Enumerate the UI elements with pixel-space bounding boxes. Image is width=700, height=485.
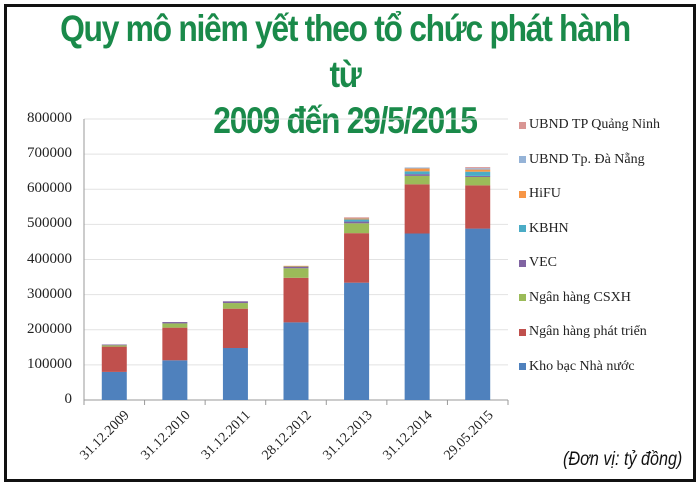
bar-segment xyxy=(222,303,248,309)
legend-swatch-icon xyxy=(519,328,526,336)
y-tick-label: 0 xyxy=(64,391,73,407)
bar-segment xyxy=(283,322,309,400)
y-tick-label: 500000 xyxy=(27,215,72,232)
y-tick-label: 300000 xyxy=(27,285,72,302)
bar-segment xyxy=(101,344,127,346)
bar-segment xyxy=(344,233,370,283)
bar-segment xyxy=(404,168,430,172)
bar-segment xyxy=(404,174,430,176)
legend-swatch-icon xyxy=(519,259,526,267)
legend-item: UBND Tp. Đà Nẵng xyxy=(519,152,645,168)
bar-stack-31.12.2013 xyxy=(344,217,370,400)
title-line-1: Quy mô niêm yết theo tổ chức phát hành t… xyxy=(60,8,631,95)
bar-segment xyxy=(465,167,491,169)
bar-segment xyxy=(283,266,309,269)
bar-segment xyxy=(101,371,127,400)
bar-segment xyxy=(465,168,491,170)
bar-stack-31.12.2014 xyxy=(404,167,430,400)
bar-segment xyxy=(465,185,491,229)
bar-stack-31.12.2011 xyxy=(222,301,248,400)
legend-label: VEC xyxy=(529,255,557,270)
legend-swatch-icon xyxy=(519,225,526,232)
bar-segment xyxy=(283,268,309,278)
bar-segment xyxy=(465,175,491,177)
bar-stack-29.05.2015 xyxy=(465,167,491,400)
bar-segment xyxy=(344,282,370,400)
legend-item: UBND TP Quảng Ninh xyxy=(519,117,660,133)
legend-label: KBHN xyxy=(529,220,569,236)
bar-segment xyxy=(222,308,248,349)
bar-segment xyxy=(344,223,370,234)
bar-segment xyxy=(222,301,248,304)
bar-segment xyxy=(404,184,430,234)
bar-segment xyxy=(344,217,370,219)
bar-stacks xyxy=(101,167,491,400)
bar-segment xyxy=(465,169,491,172)
bar-segment xyxy=(465,228,491,400)
legend-item: VEC xyxy=(519,255,557,271)
unit-note: (Đơn vị: tỷ đồng) xyxy=(562,449,682,470)
y-tick-label: 700000 xyxy=(27,145,72,162)
bar-segment xyxy=(162,327,188,361)
legend-swatch-icon xyxy=(519,156,526,163)
legend-label: UBND Tp. Đà Nẵng xyxy=(529,151,645,167)
bar-segment xyxy=(101,346,127,372)
legend-swatch-icon xyxy=(519,294,526,301)
legend-swatch-icon xyxy=(519,121,526,129)
legend-swatch-icon xyxy=(519,363,526,370)
bar-segment xyxy=(465,171,491,176)
bar-segment xyxy=(404,175,430,185)
bar-segment xyxy=(101,345,127,347)
legend-label: Ngân hàng phát triển xyxy=(529,324,647,339)
bar-segment xyxy=(344,221,370,224)
chart-title: Quy mô niêm yết theo tổ chức phát hành t… xyxy=(48,6,641,144)
legend-item: Ngân hàng phát triển xyxy=(519,324,647,340)
legend-item: Kho bạc Nhà nước xyxy=(519,359,635,375)
legend-label: HiFU xyxy=(529,186,561,201)
bar-segment xyxy=(404,167,430,169)
y-tick-label: 100000 xyxy=(27,355,72,372)
legend-label: UBND TP Quảng Ninh xyxy=(529,117,661,132)
bar-segment xyxy=(344,218,370,220)
bar-segment xyxy=(222,348,248,400)
y-tick-label: 200000 xyxy=(27,320,72,337)
y-tick-label: 400000 xyxy=(27,250,72,267)
y-tick-label: 600000 xyxy=(27,180,72,197)
title-line-2: 2009 đến 29/5/2015 xyxy=(213,100,478,141)
bar-segment xyxy=(344,219,370,222)
bar-segment xyxy=(465,176,491,186)
bar-segment xyxy=(404,171,430,175)
x-axis-ticks xyxy=(83,400,509,405)
bar-segment xyxy=(283,277,309,323)
legend-label: Ngân hàng CSXH xyxy=(529,289,631,305)
bar-stack-31.12.2009 xyxy=(101,344,127,400)
bar-stack-28.12.2012 xyxy=(283,265,309,400)
legend-label: Kho bạc Nhà nước xyxy=(529,358,635,374)
legend-item: Ngân hàng CSXH xyxy=(519,290,631,306)
legend-item: HiFU xyxy=(519,186,561,202)
y-tick-label: 800000 xyxy=(27,110,72,126)
bar-segment xyxy=(404,233,430,400)
bar-segment xyxy=(162,323,188,328)
bar-segment xyxy=(162,360,188,400)
legend-item: KBHN xyxy=(519,221,569,237)
bar-segment xyxy=(283,265,309,267)
legend-swatch-icon xyxy=(519,190,526,198)
bar-segment xyxy=(162,322,188,324)
bar-stack-31.12.2010 xyxy=(162,322,188,400)
